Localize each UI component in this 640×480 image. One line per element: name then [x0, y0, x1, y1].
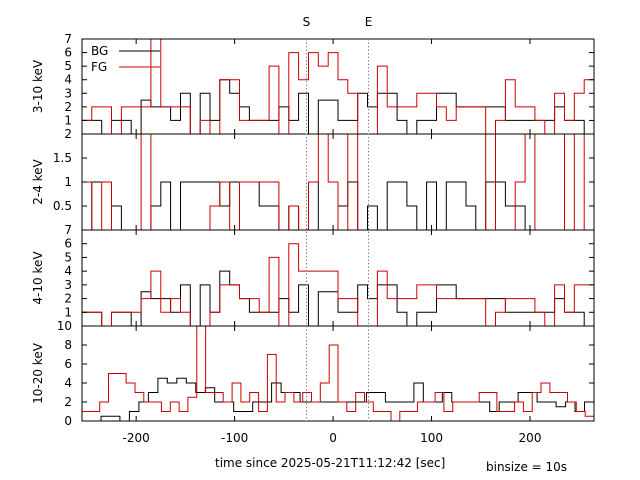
y-tick-label: 5 — [64, 250, 72, 264]
y-tick-label: 1 — [64, 113, 72, 127]
y-tick-label: 0.5 — [53, 199, 72, 213]
x-axis-label: time since 2025-05-21T11:12:42 [sec] — [215, 456, 446, 470]
y-tick-label: 3 — [64, 278, 72, 292]
y-tick-label: 10 — [57, 319, 72, 333]
y-axis-label: 2-4 keV — [31, 158, 45, 204]
y-tick-label: 6 — [64, 357, 72, 371]
x-tick-label: -100 — [221, 431, 248, 445]
legend: BG FG — [91, 44, 160, 74]
y-tick-label: 1 — [64, 175, 72, 189]
y-tick-label: 2 — [64, 395, 72, 409]
y-tick-label: 4 — [64, 376, 72, 390]
y-tick-label: 7 — [64, 32, 72, 46]
x-tick-label: -200 — [123, 431, 150, 445]
x-tick-label: 0 — [329, 431, 337, 445]
legend-label-bg: BG — [91, 44, 108, 58]
y-tick-label: 6 — [64, 237, 72, 251]
y-tick-label: 8 — [64, 338, 72, 352]
y-tick-label: 2 — [64, 292, 72, 306]
y-tick-label: 6 — [64, 46, 72, 60]
y-axis-label: 4-10 keV — [31, 251, 45, 305]
legend-label-fg: FG — [91, 60, 107, 74]
y-tick-label: 2 — [64, 127, 72, 141]
x-tick-label: 100 — [420, 431, 443, 445]
y-tick-label: 7 — [64, 223, 72, 237]
panel-2: 0.5 1 1.5 2-4 keV — [31, 133, 595, 231]
series-fg-panel-4 — [82, 325, 594, 422]
y-tick-label: 4 — [64, 264, 72, 278]
marker-label-s: S — [303, 15, 311, 29]
y-tick-label: 1 — [64, 305, 72, 319]
series-fg-panel-2 — [82, 133, 594, 231]
y-tick-label: 3 — [64, 86, 72, 100]
y-tick-label: 1.5 — [53, 151, 72, 165]
x-tick-label: 200 — [519, 431, 542, 445]
y-tick-label: 0 — [64, 414, 72, 428]
y-tick-label: 5 — [64, 59, 72, 73]
y-axis-label: 10-20 keV — [31, 342, 45, 404]
panel-frame — [81, 325, 595, 422]
series-fg-panel-3 — [82, 243, 594, 327]
y-tick-label: 2 — [64, 100, 72, 114]
y-tick-label: 4 — [64, 73, 72, 87]
panel-4: 0 2 4 6 8 10-20 keV — [31, 325, 595, 428]
binsize-label: binsize = 10s — [486, 460, 568, 474]
marker-label-e: E — [365, 15, 373, 29]
series-fg-panel-1 — [82, 38, 594, 135]
y-axis-label: 3-10 keV — [31, 59, 45, 113]
